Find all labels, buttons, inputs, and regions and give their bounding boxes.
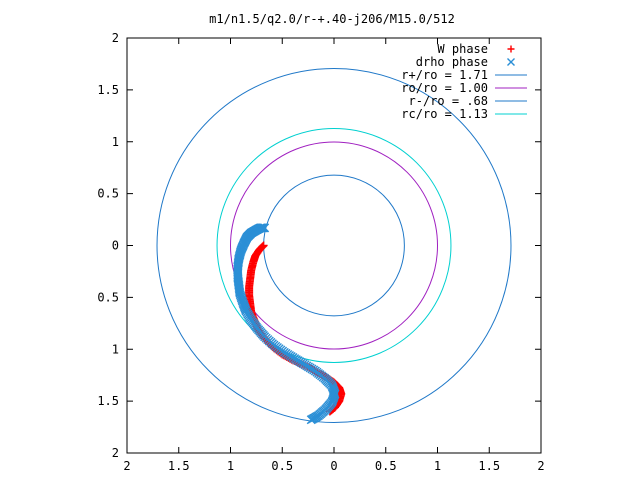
y-tick-label: 1 [112,135,119,149]
chart-title: m1/n1.5/q2.0/r-+.40-j206/M15.0/512 [209,12,455,26]
y-tick-label: 1.5 [97,394,119,408]
x-tick-label: 1.5 [478,459,500,473]
x-tick-label: 0.5 [271,459,293,473]
legend-label: drho phase [416,55,488,69]
legend-label: r+/ro = 1.71 [401,68,488,82]
x-tick-label: 2 [537,459,544,473]
legend-label: ro/ro = 1.00 [401,81,488,95]
cross-marker [507,58,515,66]
reference-circle [263,174,405,317]
axis-ticks: 2 1.5 1 0.5 0 0.5 1 1.5 221.510.500.511.52 [97,31,544,473]
x-tick-label: 1 [434,459,441,473]
legend-label: W phase [437,42,488,56]
cross-marker [306,415,316,425]
y-tick-label: 2 [112,446,119,460]
legend-label: r-/ro = .68 [409,94,488,108]
reference-circle [156,68,512,423]
reference-circle [230,141,438,350]
y-tick-label: 1 [112,342,119,356]
reference-circles [156,68,512,423]
y-tick-label: 2 [112,31,119,45]
x-tick-label: 0.5 [375,459,397,473]
y-tick-label: 1.5 [97,83,119,97]
x-tick-label: 0 [330,459,337,473]
y-tick-label: 0.5 [97,290,119,304]
x-tick-label: 1 [227,459,234,473]
x-tick-label: 2 [123,459,130,473]
plus-marker [507,45,515,53]
y-tick-label: 0 [112,239,119,253]
reference-circle [216,128,452,363]
phase-markers [233,223,346,425]
legend-label: rc/ro = 1.13 [401,107,488,121]
x-tick-label: 1.5 [168,459,190,473]
y-tick-label: 0.5 [97,187,119,201]
